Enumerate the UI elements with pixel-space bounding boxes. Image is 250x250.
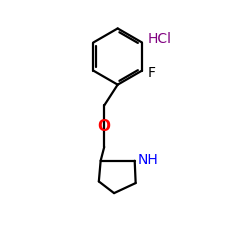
Text: F: F: [148, 66, 156, 80]
Text: HCl: HCl: [148, 32, 172, 46]
Text: O: O: [98, 119, 111, 134]
Text: NH: NH: [138, 152, 158, 166]
